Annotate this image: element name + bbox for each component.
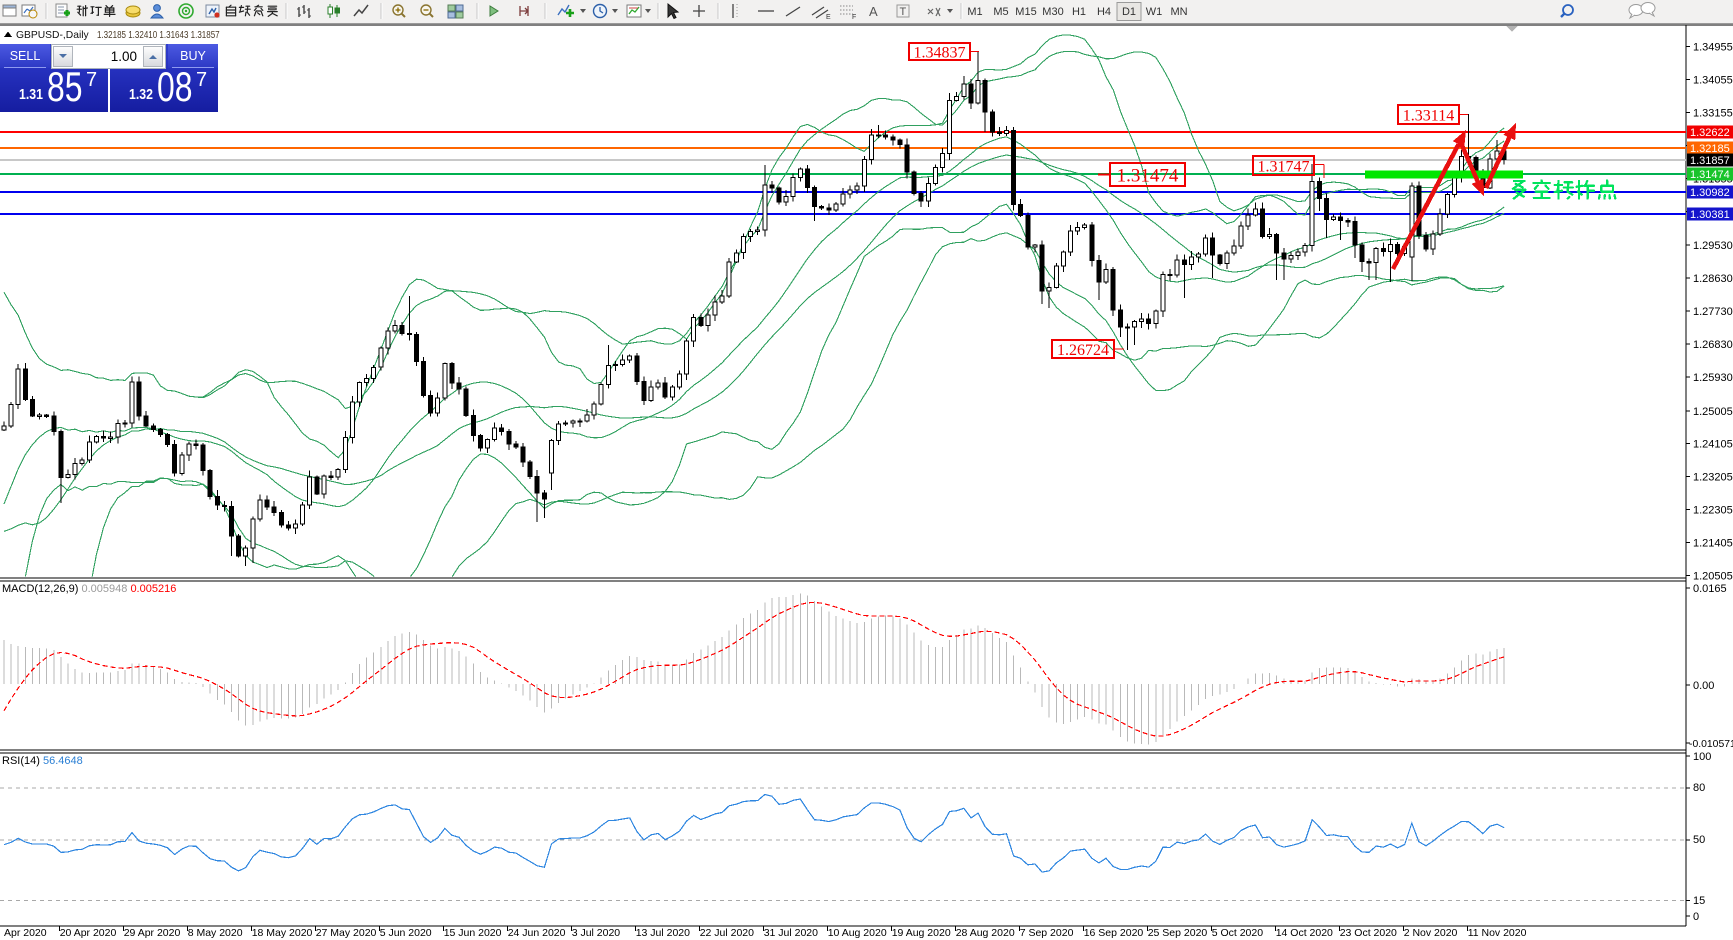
svg-text:0: 0 xyxy=(1693,911,1699,923)
svg-text:1.28630: 1.28630 xyxy=(1693,273,1733,285)
svg-text:1.25930: 1.25930 xyxy=(1693,372,1733,384)
svg-text:19 Aug 2020: 19 Aug 2020 xyxy=(892,927,951,939)
svg-text:1.32185 1.32410 1.31643 1.3185: 1.32185 1.32410 1.31643 1.31857 xyxy=(97,29,220,40)
svg-text:1.32185: 1.32185 xyxy=(1690,143,1730,155)
svg-text:1.20505: 1.20505 xyxy=(1693,571,1733,583)
svg-text:1.24105: 1.24105 xyxy=(1693,439,1733,451)
svg-text:1.21405: 1.21405 xyxy=(1693,538,1733,550)
svg-text:24 Jun 2020: 24 Jun 2020 xyxy=(508,927,566,939)
svg-text:14 Oct 2020: 14 Oct 2020 xyxy=(1276,927,1333,939)
svg-text:1.22305: 1.22305 xyxy=(1693,505,1733,517)
svg-text:1.25005: 1.25005 xyxy=(1693,406,1733,418)
svg-text:1.26724: 1.26724 xyxy=(1057,342,1109,359)
svg-text:27 May 2020: 27 May 2020 xyxy=(316,927,377,939)
svg-text:1.33114: 1.33114 xyxy=(1403,107,1454,124)
svg-text:M30: M30 xyxy=(1042,6,1063,18)
svg-text:1.30982: 1.30982 xyxy=(1690,187,1730,199)
svg-text:-0.010571: -0.010571 xyxy=(1689,739,1733,750)
svg-text:3 Jul 2020: 3 Jul 2020 xyxy=(572,927,621,939)
svg-text:D1: D1 xyxy=(1122,6,1136,18)
svg-text:7 Sep 2020: 7 Sep 2020 xyxy=(1020,927,1074,939)
svg-text:100: 100 xyxy=(1693,751,1711,763)
svg-text:8 May 2020: 8 May 2020 xyxy=(188,927,243,939)
svg-text:RSI(14) 56.4648: RSI(14) 56.4648 xyxy=(2,755,83,767)
svg-text:M15: M15 xyxy=(1015,6,1036,18)
svg-text:18 May 2020: 18 May 2020 xyxy=(252,927,313,939)
svg-text:1.31747: 1.31747 xyxy=(1258,158,1310,175)
svg-text:20 Apr 2020: 20 Apr 2020 xyxy=(60,927,117,939)
svg-text:5 Oct 2020: 5 Oct 2020 xyxy=(1212,927,1264,939)
svg-text:H1: H1 xyxy=(1072,6,1086,18)
svg-text:1.23205: 1.23205 xyxy=(1693,472,1733,484)
svg-text:5 Jun 2020: 5 Jun 2020 xyxy=(380,927,432,939)
svg-text:1.33155: 1.33155 xyxy=(1693,108,1733,120)
svg-text:23 Oct 2020: 23 Oct 2020 xyxy=(1340,927,1397,939)
svg-text:M5: M5 xyxy=(993,6,1008,18)
svg-text:T: T xyxy=(900,6,907,18)
svg-text:1.34837: 1.34837 xyxy=(914,44,966,61)
svg-text:A: A xyxy=(869,4,878,19)
svg-text:1.34955: 1.34955 xyxy=(1693,42,1733,54)
svg-text:H4: H4 xyxy=(1097,6,1111,18)
svg-text:15: 15 xyxy=(1693,895,1705,907)
svg-text:15 Jun 2020: 15 Jun 2020 xyxy=(444,927,502,939)
svg-text:1.26830: 1.26830 xyxy=(1693,339,1733,351)
svg-text:13 Jul 2020: 13 Jul 2020 xyxy=(636,927,690,939)
svg-text:1.32622: 1.32622 xyxy=(1690,127,1730,139)
svg-text:11 Nov 2020: 11 Nov 2020 xyxy=(1468,927,1527,939)
svg-text:0.00: 0.00 xyxy=(1693,680,1714,692)
svg-text:1.34055: 1.34055 xyxy=(1693,75,1733,87)
svg-text:Apr 2020: Apr 2020 xyxy=(4,927,47,939)
svg-text:M1: M1 xyxy=(967,6,982,18)
svg-text:1.30381: 1.30381 xyxy=(1690,209,1730,221)
svg-text:MACD(12,26,9) 0.005948 0.00521: MACD(12,26,9) 0.005948 0.005216 xyxy=(2,583,176,595)
svg-text:50: 50 xyxy=(1693,834,1705,846)
svg-text:W1: W1 xyxy=(1146,6,1163,18)
svg-text:1.31474: 1.31474 xyxy=(1690,169,1730,181)
svg-text:GBPUSD-,Daily: GBPUSD-,Daily xyxy=(16,30,90,41)
svg-text:80: 80 xyxy=(1693,782,1705,794)
svg-text:1.29530: 1.29530 xyxy=(1693,240,1733,252)
svg-text:2 Nov 2020: 2 Nov 2020 xyxy=(1404,927,1458,939)
svg-text:22 Jul 2020: 22 Jul 2020 xyxy=(700,927,754,939)
svg-text:E: E xyxy=(826,14,831,21)
svg-text:29 Apr 2020: 29 Apr 2020 xyxy=(124,927,181,939)
svg-text:1.27730: 1.27730 xyxy=(1693,306,1733,318)
svg-text:MN: MN xyxy=(1170,6,1187,18)
svg-text:0.0165: 0.0165 xyxy=(1693,583,1727,595)
svg-text:10 Aug 2020: 10 Aug 2020 xyxy=(828,927,887,939)
svg-text:31 Jul 2020: 31 Jul 2020 xyxy=(764,927,818,939)
svg-text:16 Sep 2020: 16 Sep 2020 xyxy=(1084,927,1144,939)
svg-text:25 Sep 2020: 25 Sep 2020 xyxy=(1148,927,1208,939)
svg-text:1.31857: 1.31857 xyxy=(1690,155,1730,167)
svg-text:F: F xyxy=(852,14,856,21)
svg-text:1.31474: 1.31474 xyxy=(1117,165,1179,186)
svg-text:28 Aug 2020: 28 Aug 2020 xyxy=(956,927,1015,939)
